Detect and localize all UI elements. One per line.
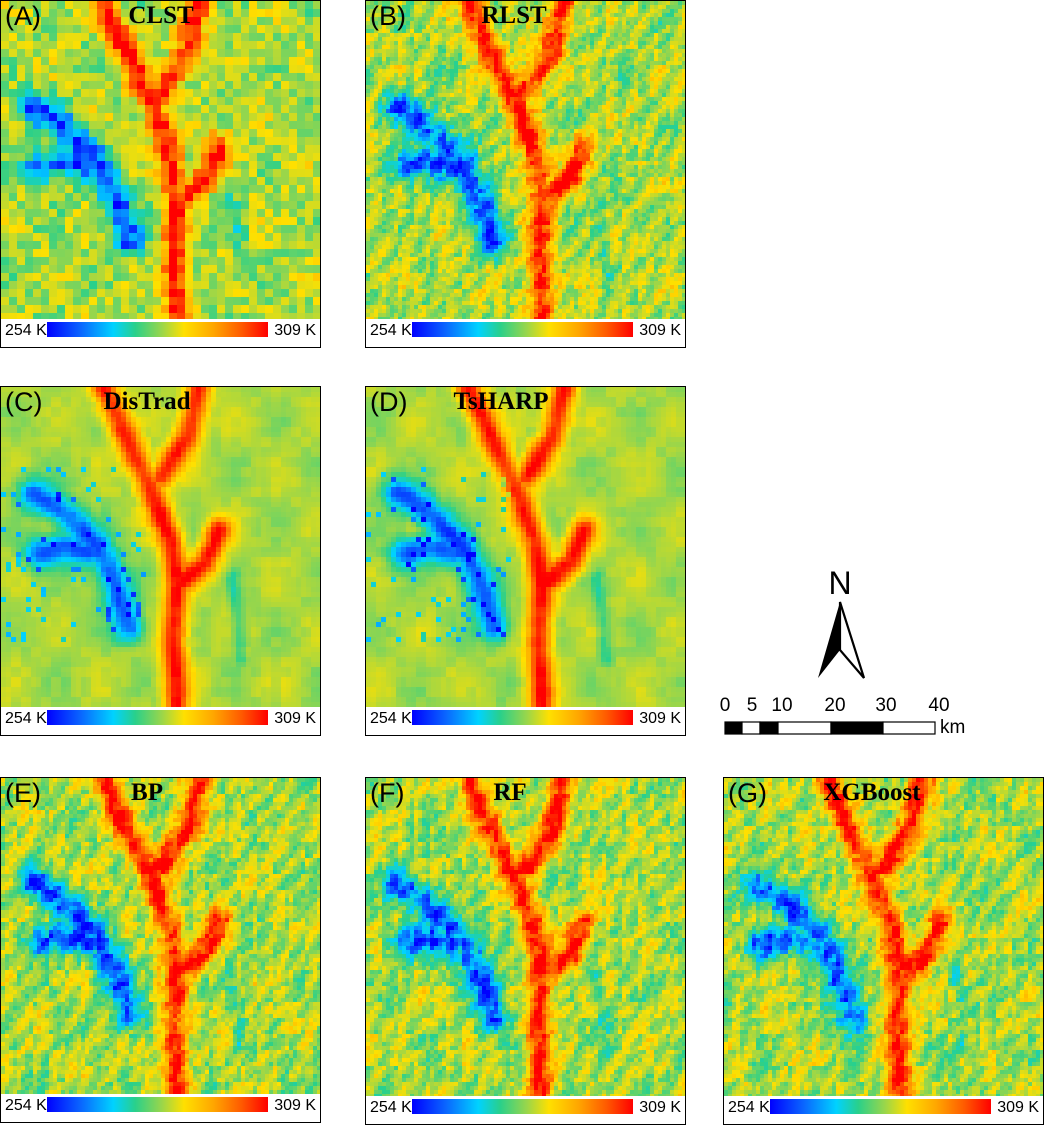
panel-title-g: XGBoost xyxy=(823,780,920,805)
lst-map-f xyxy=(366,778,685,1096)
scale-tick-30: 30 xyxy=(875,696,896,715)
scale-tick-40: 40 xyxy=(928,696,949,715)
colorbar-b: 254 K 309 K xyxy=(366,319,685,347)
lst-map-d xyxy=(366,387,685,707)
colorbar-max-label: 309 K xyxy=(274,1098,316,1114)
panel-title-f: RF xyxy=(493,780,526,805)
lst-map-e xyxy=(1,778,320,1094)
colorbar-f: 254 K 309 K xyxy=(366,1096,685,1124)
colorbar-g: 254 K 309 K xyxy=(724,1096,1043,1124)
scale-bar-graphic xyxy=(724,721,936,735)
panel-label-e: (E) xyxy=(5,780,41,807)
colorbar-min-label: 254 K xyxy=(370,1100,412,1116)
north-arrow-icon: N xyxy=(818,566,866,679)
panel-label-a: (A) xyxy=(5,3,41,30)
scale-tick-20: 20 xyxy=(824,696,845,715)
colorbar-gradient xyxy=(47,1097,268,1112)
colorbar-c: 254 K 309 K xyxy=(1,707,320,735)
scale-segment xyxy=(741,721,761,735)
north-label: N xyxy=(828,566,851,601)
colorbar-min-label: 254 K xyxy=(5,711,47,727)
panel-c: (C) DisTrad 254 K 309 K xyxy=(0,386,321,736)
scale-segment xyxy=(759,721,779,735)
colorbar-e: 254 K 309 K xyxy=(1,1094,320,1122)
colorbar-min-label: 254 K xyxy=(5,1098,47,1114)
colorbar-max-label: 309 K xyxy=(274,323,316,339)
lst-map-c xyxy=(1,387,320,707)
scale-bar: 0 5 10 20 30 40 km xyxy=(716,696,978,740)
scale-tick-5: 5 xyxy=(747,696,758,715)
lst-map-g xyxy=(724,778,1043,1096)
colorbar-max-label: 309 K xyxy=(639,1100,681,1116)
colorbar-max-label: 309 K xyxy=(639,323,681,339)
panel-title-c: DisTrad xyxy=(103,389,190,414)
scale-unit: km xyxy=(940,718,965,737)
colorbar-a: 254 K 309 K xyxy=(1,319,320,347)
colorbar-gradient xyxy=(770,1099,991,1114)
scale-segment xyxy=(882,721,936,735)
colorbar-min-label: 254 K xyxy=(370,711,412,727)
panel-a: (A) CLST 254 K 309 K xyxy=(0,0,321,348)
scale-tick-10: 10 xyxy=(771,696,792,715)
colorbar-gradient xyxy=(412,1099,633,1114)
panel-label-b: (B) xyxy=(370,3,406,30)
north-arrow-left-half xyxy=(818,602,840,678)
colorbar-min-label: 254 K xyxy=(370,323,412,339)
panel-e: (E) BP 254 K 309 K xyxy=(0,777,321,1123)
scale-segment xyxy=(724,721,743,735)
panel-title-d: TsHARP xyxy=(454,389,549,414)
scale-tick-0: 0 xyxy=(720,696,731,715)
panel-label-d: (D) xyxy=(370,389,407,416)
colorbar-gradient xyxy=(412,710,633,725)
colorbar-min-label: 254 K xyxy=(5,323,47,339)
colorbar-max-label: 309 K xyxy=(997,1100,1039,1116)
panel-b: (B) RLST 254 K 309 K xyxy=(365,0,686,348)
panel-label-f: (F) xyxy=(370,780,404,807)
panel-f: (F) RF 254 K 309 K xyxy=(365,777,686,1125)
lst-map-b xyxy=(366,1,685,319)
colorbar-d: 254 K 309 K xyxy=(366,707,685,735)
panel-label-c: (C) xyxy=(5,389,42,416)
colorbar-min-label: 254 K xyxy=(728,1100,770,1116)
colorbar-max-label: 309 K xyxy=(639,711,681,727)
lst-map-a xyxy=(1,1,320,319)
panel-title-a: CLST xyxy=(128,3,193,28)
panel-d: (D) TsHARP 254 K 309 K xyxy=(365,386,686,736)
panel-title-e: BP xyxy=(131,780,163,805)
scale-segment xyxy=(777,721,832,735)
panel-title-b: RLST xyxy=(481,3,546,28)
colorbar-gradient xyxy=(412,322,633,337)
north-arrow-right-half xyxy=(838,601,866,679)
colorbar-gradient xyxy=(47,710,268,725)
colorbar-max-label: 309 K xyxy=(274,711,316,727)
scale-segment xyxy=(830,721,884,735)
panel-g: (G) XGBoost 254 K 309 K xyxy=(723,777,1044,1125)
colorbar-gradient xyxy=(47,322,268,337)
panel-label-g: (G) xyxy=(728,780,767,807)
